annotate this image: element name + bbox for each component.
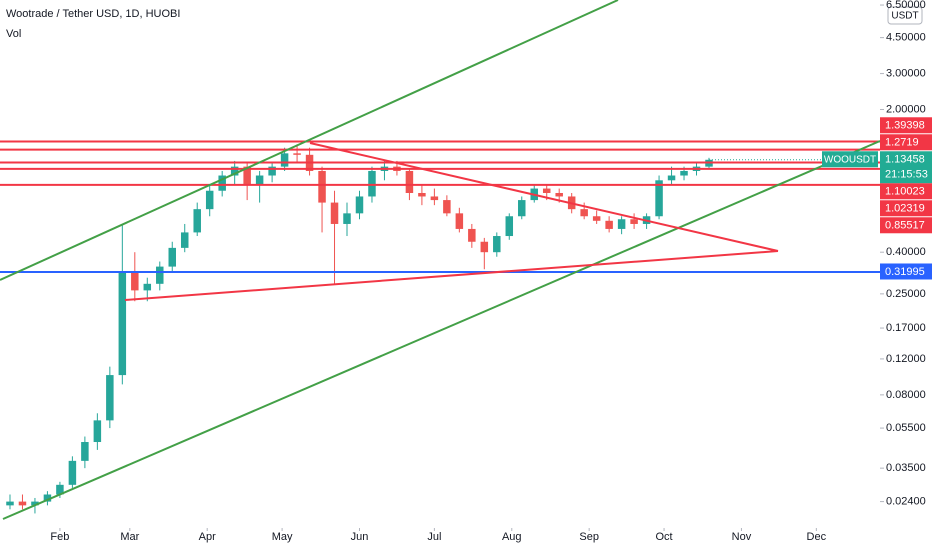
candle-body [405, 170, 414, 193]
candle-body [255, 175, 264, 186]
level-label: 1.02319 [885, 203, 925, 215]
triangle-upper [309, 142, 779, 252]
y-tick-label: 4.50000 [886, 32, 926, 44]
candle-body [343, 213, 351, 224]
candle-body [592, 216, 601, 221]
candle-body [655, 180, 663, 217]
candle-body [230, 166, 239, 176]
x-tick-label: Dec [807, 531, 827, 543]
currency-badge[interactable] [887, 6, 923, 25]
candle-body [168, 247, 176, 267]
candle-body [81, 442, 89, 461]
candle-body [56, 484, 64, 495]
y-tick-label: 0.03500 [886, 462, 926, 474]
y-tick-label: 6.50000 [886, 0, 926, 11]
y-tick-label: 0.05500 [886, 422, 926, 434]
x-tick-label: Aug [502, 531, 522, 543]
candle-body [156, 266, 164, 284]
candle-body [143, 283, 152, 291]
candle-body [243, 166, 251, 186]
y-tick-label: 0.02400 [886, 495, 926, 507]
candle-body [131, 271, 139, 291]
y-tick-label: 3.00000 [886, 67, 926, 79]
candle-body [43, 494, 52, 502]
y-tick-label: 0.08000 [886, 389, 926, 401]
candle-body [18, 501, 27, 506]
candle-body [468, 228, 476, 242]
candle-body [205, 190, 214, 210]
candle-body [418, 192, 426, 197]
candle-body [180, 232, 189, 248]
level-label: 1.2719 [885, 137, 919, 149]
candle-body [518, 200, 526, 217]
y-tick-label: 0.40000 [886, 246, 926, 258]
candle-body [493, 236, 501, 253]
candle-body [6, 501, 14, 506]
symbol-label: WOOUSDT [824, 154, 876, 165]
candle-body [505, 216, 514, 237]
candle-body [193, 209, 201, 233]
channel-lower [2, 140, 881, 520]
level-label-box [880, 263, 932, 280]
level-label: 1.39398 [885, 120, 925, 132]
candle-body [480, 241, 489, 253]
y-tick-label: 0.12000 [886, 353, 926, 365]
candle-body [355, 196, 364, 214]
level-label: 1.10023 [885, 186, 925, 198]
chart-title: Wootrade / Tether USD, 1D, HUOBI [6, 8, 180, 20]
candle-body [667, 175, 676, 181]
level-label-box [880, 117, 932, 134]
candle-body [555, 192, 563, 197]
y-tick-label: 0.25000 [886, 288, 926, 300]
x-tick-label: May [272, 531, 293, 543]
x-tick-label: Feb [50, 531, 69, 543]
level-label-box [880, 134, 932, 151]
channel-upper [0, 0, 619, 281]
candle-body [443, 200, 451, 214]
candle-body [280, 153, 289, 167]
candle-body [455, 213, 464, 229]
y-tick-label: 2.00000 [886, 103, 926, 115]
candle-body [430, 196, 439, 201]
candle-body [31, 501, 39, 506]
x-tick-label: Jul [427, 531, 441, 543]
level-label-box [880, 200, 932, 217]
last-price-box [880, 151, 932, 184]
x-tick-label: Oct [655, 531, 672, 543]
candle-body [93, 420, 102, 443]
candle-body [680, 170, 688, 176]
x-tick-label: Jun [351, 531, 369, 543]
y-tick-label: 0.17000 [886, 322, 926, 334]
candle-body [580, 209, 588, 217]
candle-body [542, 188, 551, 193]
x-tick-label: Apr [199, 531, 216, 543]
level-label-box [880, 217, 932, 234]
volume-label: Vol [6, 28, 21, 40]
triangle-lower [124, 250, 779, 301]
candle-body [368, 170, 376, 197]
candle-body [617, 219, 626, 229]
candle-body [293, 153, 301, 155]
currency-label: USDT [891, 11, 918, 22]
x-tick-label: Sep [579, 531, 599, 543]
candle-body [318, 170, 326, 203]
x-tick-label: Mar [120, 531, 139, 543]
candle-body [605, 220, 613, 229]
x-tick-label: Nov [732, 531, 752, 543]
candle-body [68, 460, 77, 485]
level-label-box [880, 183, 932, 200]
symbol-box [822, 151, 878, 168]
drawings [0, 0, 881, 520]
candle-body [630, 219, 638, 224]
candle-body [268, 166, 276, 176]
candle-body [330, 202, 339, 224]
candle-body [218, 175, 226, 191]
candle-body [106, 375, 114, 421]
level-label: 0.31995 [885, 266, 925, 278]
level-label: 0.85517 [885, 220, 925, 232]
candle-body [118, 271, 127, 376]
last-price-label: 1.13458 [885, 154, 925, 166]
countdown-label: 21:15:53 [885, 169, 928, 181]
